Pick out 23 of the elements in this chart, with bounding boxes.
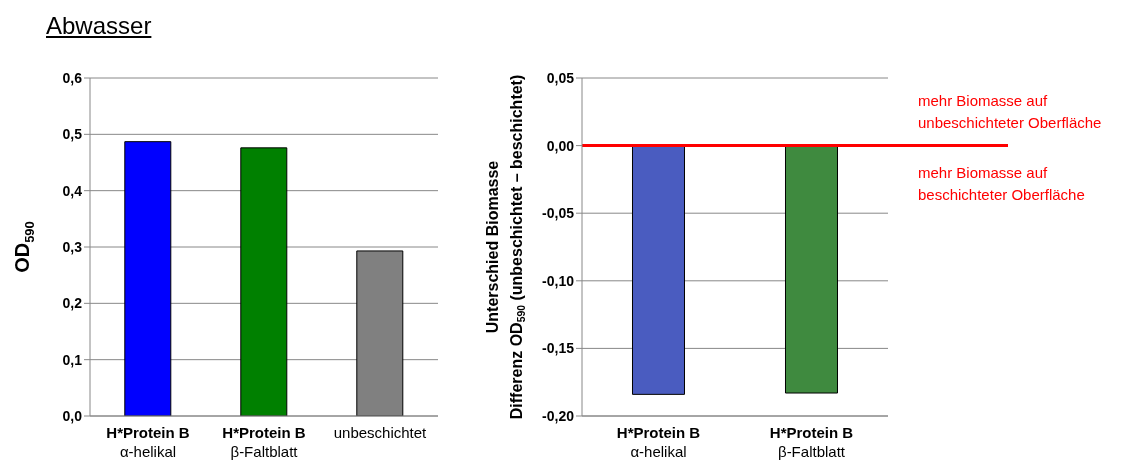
y-tick-label: 0,0 xyxy=(62,407,83,424)
y-tick-label: 0,1 xyxy=(62,351,83,368)
x-tick-label: unbeschichtet xyxy=(333,424,428,441)
x-tick-label: H*Protein B α-helikal xyxy=(106,424,190,460)
bar xyxy=(124,141,172,416)
y-tick-label: -0,10 xyxy=(542,272,575,289)
y-tick-label: 0,4 xyxy=(62,182,83,199)
y-tick-label: 0,6 xyxy=(62,69,83,86)
y-tick-label: 0,2 xyxy=(62,295,83,312)
x-tick-label: H*Protein B α-helikal xyxy=(616,424,701,460)
y-tick-label: 0,5 xyxy=(62,126,83,143)
y-tick-label: -0,20 xyxy=(542,407,575,424)
text: mehr Biomasse auf beschichteter Oberfläche xyxy=(918,163,1085,203)
text: mehr Biomasse auf unbeschichteter Oberfläche xyxy=(918,91,1102,131)
x-tick-label: H*Protein B β-Faltblatt xyxy=(769,424,854,460)
y-tick-label: -0,05 xyxy=(542,205,575,222)
y-tick-label: 0,3 xyxy=(62,238,83,255)
chart-title: Abwasser xyxy=(46,12,152,40)
bar xyxy=(240,147,288,416)
y-tick-label: 0,00 xyxy=(546,137,575,154)
x-tick-label: H*Protein B β-Faltblatt xyxy=(222,424,306,460)
y-tick-label: 0,05 xyxy=(546,69,575,86)
y-tick-label: -0,15 xyxy=(542,340,575,357)
